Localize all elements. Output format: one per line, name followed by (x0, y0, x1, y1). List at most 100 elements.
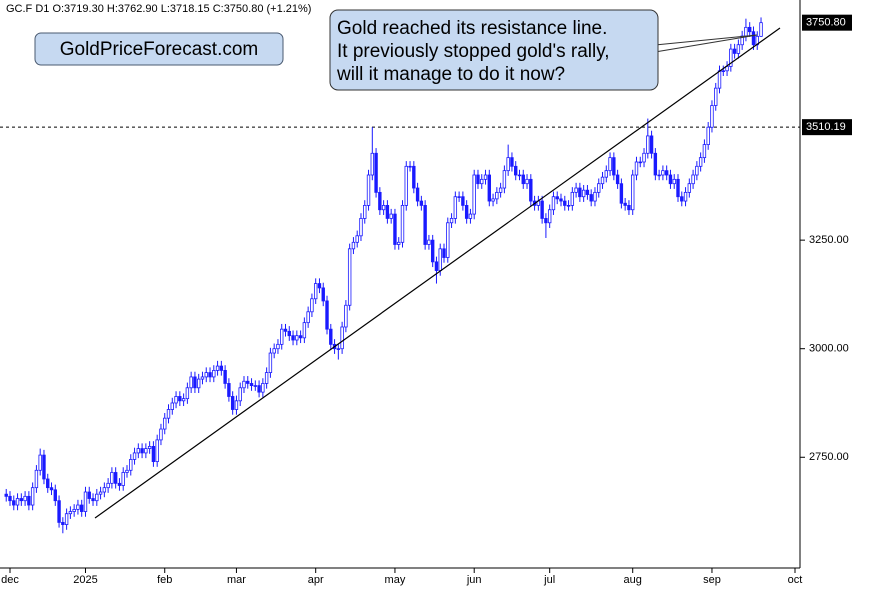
candle-body (498, 187, 503, 193)
resistance-line (94, 27, 781, 519)
candle-body (721, 70, 725, 72)
candle-body (619, 183, 624, 204)
candle-body (517, 174, 522, 177)
candle-body (155, 439, 159, 463)
candle-body (706, 126, 710, 146)
level-label-box (802, 119, 852, 136)
candle-body (449, 218, 454, 224)
candle-body (295, 335, 299, 341)
candle-body (83, 491, 88, 512)
candle-body (140, 448, 144, 454)
candle-body (347, 248, 352, 306)
candle-body (585, 189, 590, 195)
candle-body (397, 241, 401, 245)
x-tick-label: feb (157, 574, 172, 586)
candle-body (61, 522, 65, 525)
candle-body (744, 26, 748, 37)
plot: 2750.00 3000.00 3250.00 dec 2025 feb mar apr may… (0, 14, 852, 586)
candle-body (102, 487, 107, 493)
candle-body (521, 174, 525, 185)
candle-body (38, 454, 42, 471)
candle-body (464, 205, 469, 219)
candle-body (280, 328, 284, 345)
candle-body (514, 165, 518, 176)
last-price-box (802, 14, 852, 31)
candle-body (642, 152, 646, 163)
candle-body (710, 105, 714, 128)
candle-body (638, 161, 642, 164)
candle-body (8, 495, 12, 502)
candle-body (174, 396, 178, 404)
last-price-label: 3750.80 (806, 17, 846, 29)
candle-body (234, 400, 239, 410)
candle-body (487, 174, 491, 202)
candle-body (264, 372, 269, 384)
candle-body (661, 170, 665, 176)
candle-body (189, 376, 193, 389)
candle-body (510, 157, 514, 167)
candle-body (42, 454, 46, 480)
candle-body (555, 196, 559, 200)
candle-body (653, 152, 658, 176)
candle-body (687, 183, 692, 193)
candle-body (344, 304, 348, 328)
candle-body (366, 174, 371, 206)
candle-body (495, 191, 499, 200)
candle-body (374, 152, 378, 193)
candle-body (355, 235, 359, 243)
candle-body (480, 178, 484, 185)
candle-body (132, 452, 137, 460)
candle-body (34, 469, 39, 489)
candle-body (574, 187, 578, 193)
candle-body (272, 348, 276, 354)
candle-body (415, 187, 420, 202)
candle-body (729, 48, 733, 67)
candle-body (691, 174, 695, 185)
candle-body (302, 322, 307, 339)
candle-body (291, 335, 295, 341)
x-tick-label: sep (703, 574, 721, 586)
candle-body (163, 417, 167, 430)
candle-body (147, 446, 152, 449)
candle-body (336, 348, 341, 350)
candle-body (732, 48, 737, 54)
candle-body (412, 165, 416, 189)
candle-body (53, 489, 57, 502)
candle-body (615, 174, 620, 185)
candle-body (238, 387, 242, 402)
watermark-box (34, 32, 284, 66)
candle-body (76, 504, 80, 510)
candle-body (566, 205, 571, 207)
x-tick-label: apr (308, 574, 324, 586)
candle-body (64, 513, 69, 525)
candle-body (49, 487, 54, 491)
candle-body (698, 157, 703, 167)
candle-body (491, 198, 495, 202)
candle-body (604, 170, 608, 178)
candle-body (634, 161, 639, 176)
candle-body (551, 196, 556, 211)
candle-body (227, 383, 231, 397)
candle-body (748, 26, 752, 33)
candle-body (680, 196, 684, 202)
candle-body (27, 495, 31, 506)
candle-body (759, 22, 763, 37)
candle-body (502, 170, 507, 189)
candle-body (196, 378, 201, 389)
candle-body (246, 380, 250, 384)
candle-body (419, 200, 424, 206)
candle-body (363, 205, 367, 219)
candle-body (664, 170, 669, 176)
candle-body (370, 152, 375, 176)
candle-body (578, 187, 582, 198)
candle-body (393, 213, 397, 245)
candle-body (563, 200, 567, 206)
candle-body (683, 191, 688, 202)
candle-body (476, 174, 480, 185)
candle-body (631, 174, 635, 211)
annotation-box (329, 9, 659, 91)
candle-body (649, 135, 654, 154)
candle-body (249, 383, 254, 387)
candle-body (325, 300, 329, 330)
candle-body (389, 213, 393, 219)
